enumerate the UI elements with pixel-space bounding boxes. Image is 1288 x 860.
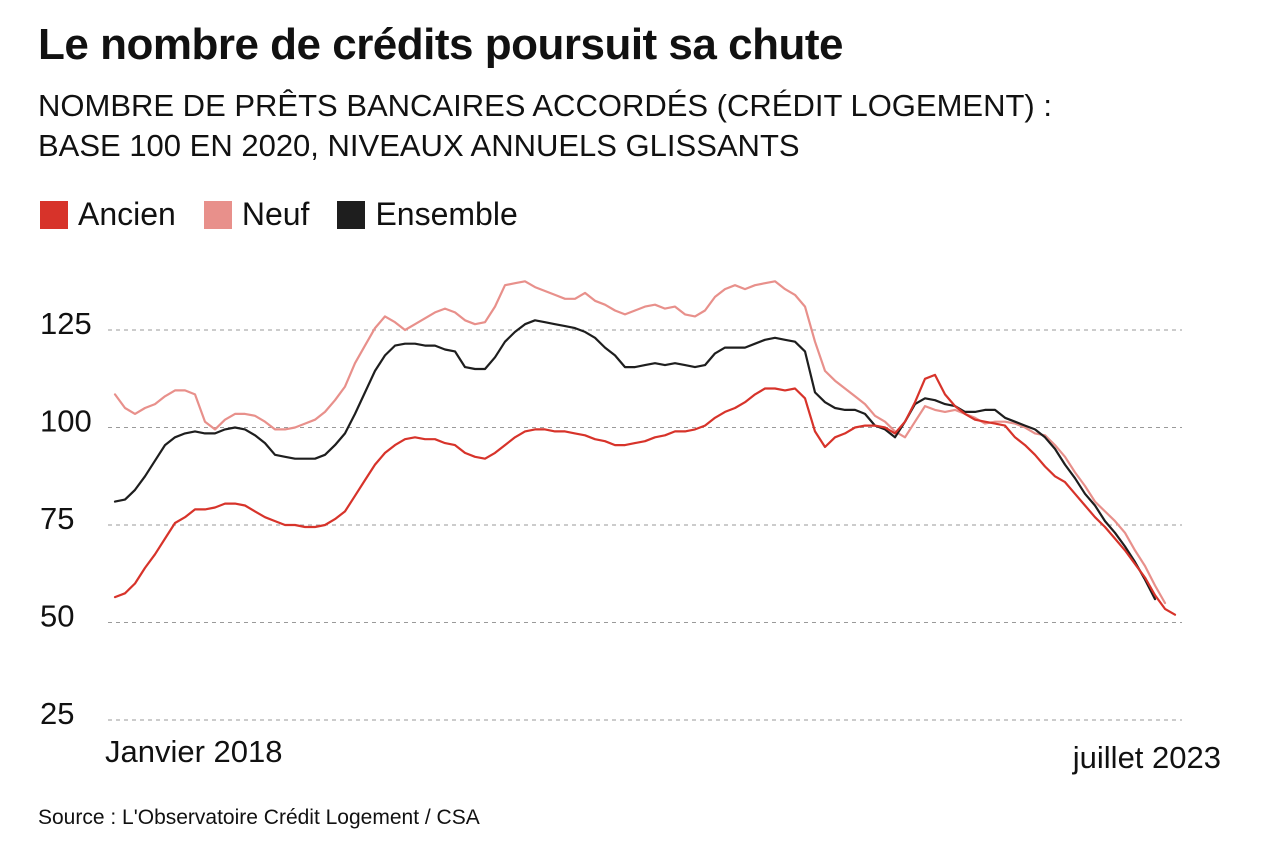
y-tick-label-100: 100 [40,404,92,439]
legend-swatch-neuf [203,200,232,229]
chart-title: Le nombre de crédits poursuit sa chute [38,20,843,69]
grid-lines [108,329,1182,721]
y-tick-label-25: 25 [40,696,74,731]
y-axis-ticks: 25 50 75 100 125 [40,306,92,731]
y-tick-label-50: 50 [40,599,74,634]
legend-swatch-ensemble [337,200,366,229]
y-tick-label-75: 75 [40,501,74,536]
legend-label-ancien: Ancien [78,196,176,232]
legend-item-ancien: Ancien [40,196,176,233]
x-axis-end-label: juillet 2023 [1072,740,1221,775]
chart-subtitle: NOMBRE DE PRÊTS BANCAIRES ACCORDÉS (CRÉD… [38,86,1238,166]
legend-swatch-ancien [40,200,68,229]
legend-item-neuf: Neuf [203,196,310,233]
y-tick-label-125: 125 [40,306,92,341]
subtitle-line-1: NOMBRE DE PRÊTS BANCAIRES ACCORDÉS (CRÉD… [38,88,1052,123]
x-axis-start-label: Janvier 2018 [105,734,283,769]
legend-label-ensemble: Ensemble [375,196,518,232]
chart-legend: Ancien Neuf Ensemble [40,196,546,233]
legend-label-neuf: Neuf [241,196,310,232]
series-line-ensemble [113,319,1157,601]
subtitle-line-2: BASE 100 EN 2020, NIVEAUX ANNUELS GLISSA… [38,128,800,163]
legend-item-ensemble: Ensemble [337,196,518,233]
series-line-ancien [113,373,1177,616]
source-note: Source : L'Observatoire Crédit Logement … [38,806,480,829]
series-lines [113,280,1177,616]
